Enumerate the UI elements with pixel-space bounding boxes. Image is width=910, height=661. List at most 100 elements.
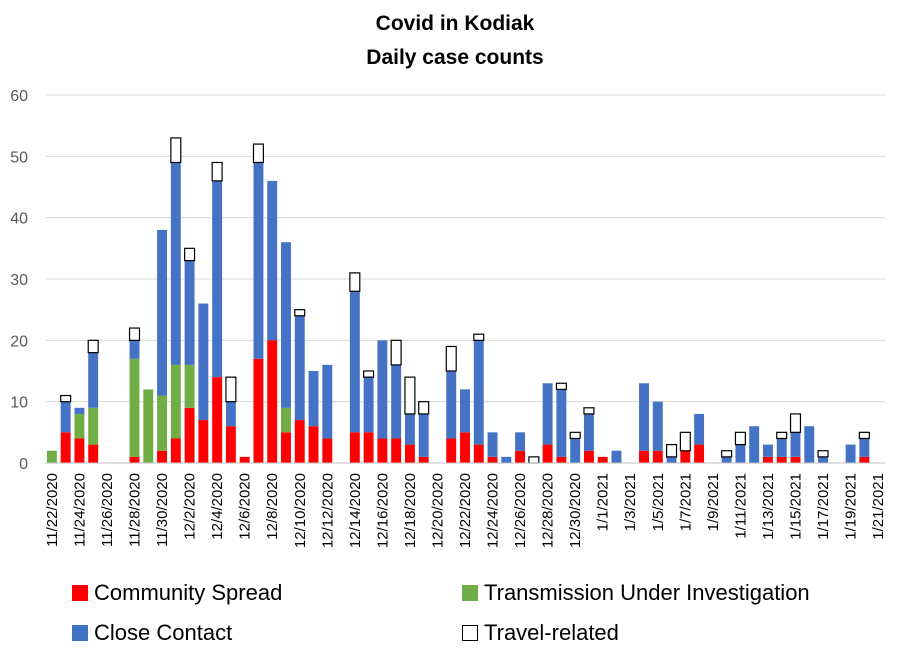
bar-segment: [555, 382, 567, 390]
x-tick-label: 1/19/2021: [843, 473, 860, 540]
bar-segment: [569, 431, 581, 440]
bar-segment: [198, 303, 209, 421]
bar-segment: [88, 352, 99, 408]
x-tick-label: 11/22/2020: [44, 473, 61, 547]
legend-item-close-contact: Close Contact: [72, 620, 232, 646]
bar-segment: [322, 438, 333, 463]
bar-segment: [281, 407, 291, 433]
x-tick-label: 11/24/2020: [71, 473, 88, 547]
x-tick-label: 12/20/2020: [429, 473, 446, 548]
chart-subtitle: Daily case counts: [366, 46, 544, 69]
bar-segment: [170, 438, 181, 463]
bar-segment: [749, 426, 760, 463]
bar-segment: [776, 456, 787, 463]
x-tick-label: 1/15/2021: [787, 473, 804, 540]
bar-segment: [184, 364, 195, 408]
bar-segment: [60, 394, 72, 403]
legend-swatch-community-spread: [72, 585, 88, 601]
bar-segment: [294, 420, 305, 463]
bar-segment: [735, 444, 746, 463]
legend-swatch-travel-related: [462, 625, 478, 641]
x-tick-label: 1/5/2021: [650, 473, 667, 531]
bar-segment: [583, 450, 594, 463]
bar-segment: [239, 456, 250, 463]
y-tick-label: 50: [10, 149, 28, 166]
bar-segment: [804, 426, 815, 463]
bar-segment: [74, 413, 85, 439]
x-tick-label: 12/22/2020: [457, 473, 474, 548]
bar-segment: [349, 272, 361, 292]
x-tick-label: 12/4/2020: [209, 473, 226, 540]
bar-segment: [556, 456, 567, 463]
bar-segment: [87, 339, 99, 354]
bar-segment: [363, 432, 374, 463]
bar-segment: [253, 162, 264, 359]
bar-segment: [694, 444, 705, 463]
bar-segment: [225, 401, 236, 427]
bar-segment: [294, 315, 305, 421]
bar-segment: [734, 431, 746, 446]
bar-segment: [487, 432, 498, 457]
bar-segment: [349, 291, 360, 433]
x-tick-label: 12/18/2020: [402, 473, 419, 548]
bar-segment: [515, 432, 526, 451]
bar-segment: [418, 401, 430, 415]
bar-segment: [762, 456, 773, 463]
bar-segment: [46, 450, 57, 463]
bar-segment: [294, 309, 306, 317]
bar-segment: [542, 383, 553, 445]
bar-segment: [308, 371, 319, 427]
bar-segment: [679, 431, 691, 452]
bar-segment: [253, 358, 264, 463]
bar-segment: [652, 401, 663, 451]
bar-segment: [666, 456, 677, 463]
bar-segment: [404, 444, 415, 463]
bar-segment: [157, 395, 168, 451]
bar-segment: [721, 456, 732, 463]
x-tick-label: 1/21/2021: [870, 473, 887, 540]
bar-segment: [252, 143, 264, 164]
bar-segment: [157, 229, 168, 396]
bar-segment: [281, 242, 291, 408]
x-tick-label: 1/3/2021: [622, 473, 639, 531]
legend-item-community-spread: Community Spread: [72, 580, 282, 606]
bar-segment: [170, 137, 182, 164]
x-tick-label: 12/12/2020: [319, 473, 336, 548]
bar-segment: [542, 444, 553, 463]
bar-segment: [322, 364, 333, 439]
bar-segment: [404, 413, 415, 445]
bar-segment: [74, 438, 85, 463]
x-tick-label: 11/26/2020: [99, 473, 116, 547]
bar-segment: [859, 456, 870, 463]
bar-segment: [583, 407, 595, 415]
y-tick-label: 0: [19, 456, 28, 473]
bar-segment: [170, 162, 181, 365]
bar-segment: [184, 407, 195, 463]
bar-segment: [583, 413, 594, 451]
bar-segment: [473, 333, 485, 341]
bar-segment: [665, 444, 678, 458]
x-tick-label: 12/14/2020: [347, 473, 364, 548]
bar-segment: [694, 413, 705, 445]
bar-segment: [446, 438, 457, 463]
x-tick-label: 12/10/2020: [292, 473, 309, 548]
bar-segment: [460, 389, 470, 433]
bar-segment: [363, 377, 374, 433]
bar-segment: [446, 371, 457, 439]
x-tick-label: 11/28/2020: [127, 473, 144, 547]
bar-segment: [858, 431, 870, 440]
bar-segment: [790, 432, 801, 457]
legend-item-transmission-under-investigation: Transmission Under Investigation: [462, 580, 810, 606]
bar-segment: [817, 450, 829, 458]
legend-label: Close Contact: [94, 620, 233, 645]
bar-segment: [129, 358, 140, 457]
bar-segment: [184, 260, 195, 365]
bar-segment: [776, 438, 787, 457]
bar-segment: [391, 438, 402, 463]
bar-segment: [418, 456, 429, 463]
bar-segment: [597, 456, 608, 463]
chart-title: Covid in Kodiak: [375, 12, 535, 35]
bar-segment: [74, 407, 85, 414]
